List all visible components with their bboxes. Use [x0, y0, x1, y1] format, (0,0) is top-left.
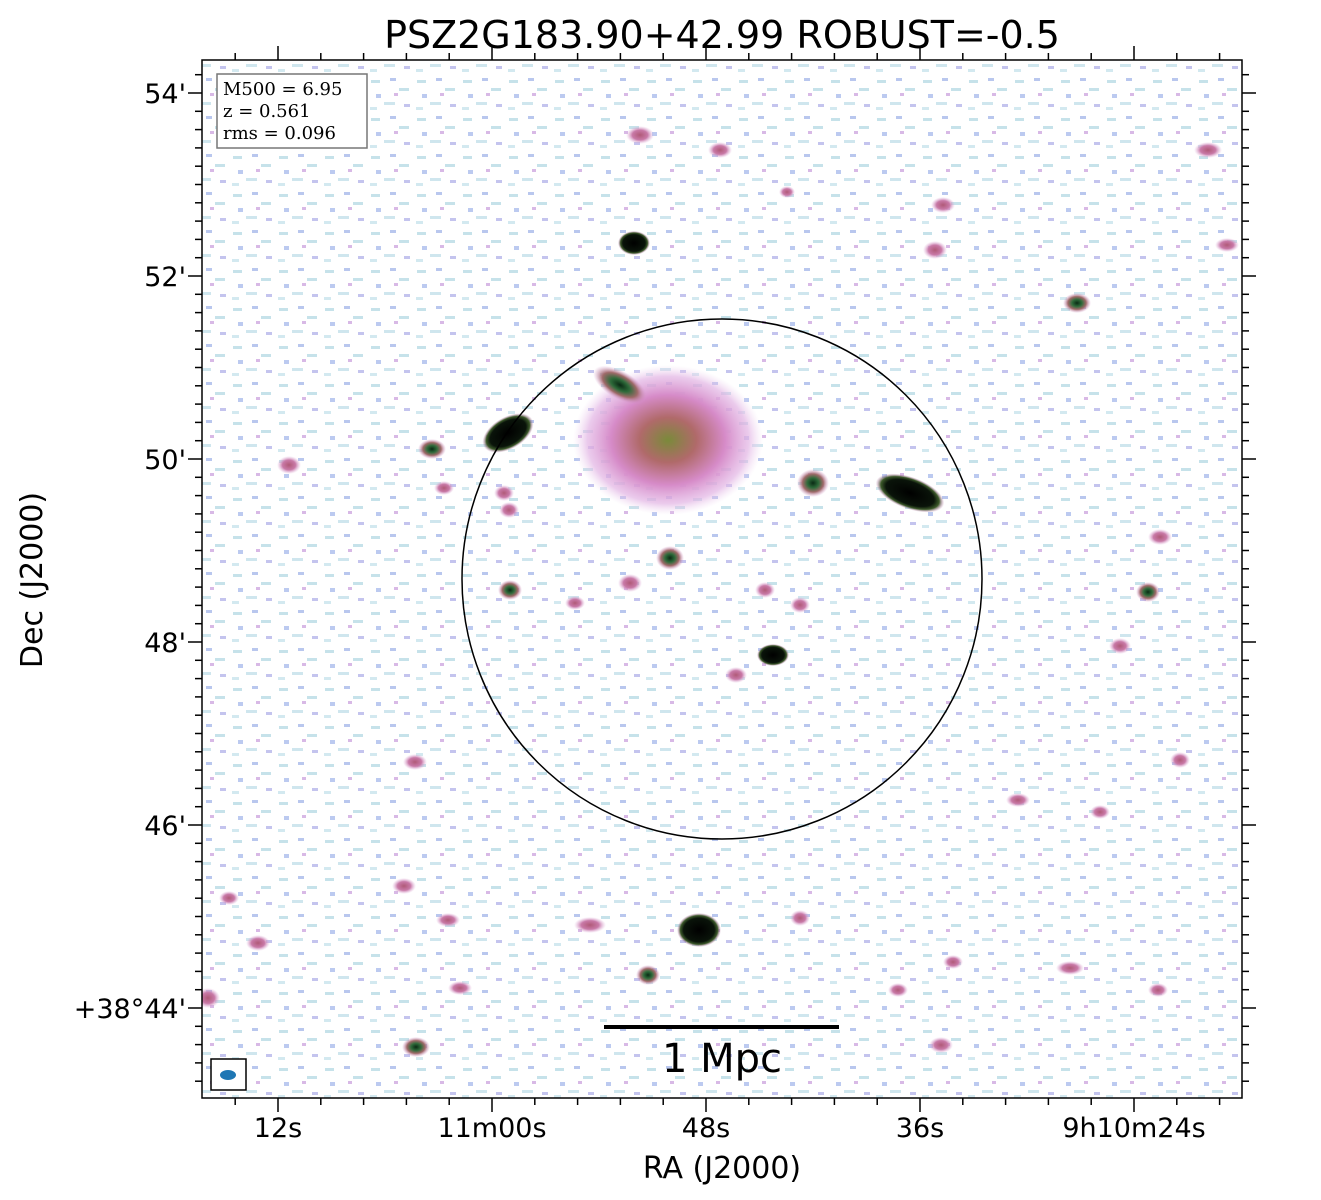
- x-axis-label: RA (J2000): [643, 1151, 801, 1186]
- y-tick-label: 50': [144, 445, 186, 476]
- redshift-text: z = 0.561: [223, 101, 311, 122]
- info-box: M500 = 6.95 z = 0.561 rms = 0.096: [216, 73, 368, 149]
- radio-source: [618, 231, 650, 255]
- radio-image: [202, 60, 1242, 1098]
- y-axis-label: Dec (J2000): [15, 492, 50, 668]
- plot-title: PSZ2G183.90+42.99 ROBUST=-0.5: [384, 13, 1060, 57]
- r500-circle: [461, 318, 983, 840]
- scale-bar: 1 Mpc: [604, 1025, 839, 1082]
- y-tick-label: 48': [144, 628, 186, 659]
- scale-bar-label: 1 Mpc: [662, 1036, 782, 1082]
- radio-source: [482, 413, 534, 453]
- y-tick-label: 54': [144, 79, 186, 110]
- x-tick-label: 36s: [896, 1113, 944, 1144]
- x-tick-label: 9h10m24s: [1062, 1113, 1205, 1144]
- y-tick-label: 46': [144, 811, 186, 842]
- x-tick-label: 48s: [682, 1113, 730, 1144]
- plot-frame: [201, 59, 1243, 1099]
- beam-indicator: [210, 1058, 247, 1091]
- axis-ticks: [188, 46, 1256, 1112]
- x-tick-label: 12s: [254, 1113, 302, 1144]
- radio-source: [757, 644, 789, 666]
- rms-text: rms = 0.096: [223, 123, 336, 144]
- y-tick-label: +38°44': [74, 994, 186, 1025]
- y-tick-label: 52': [144, 262, 186, 293]
- x-tick-label: 11m00s: [437, 1113, 546, 1144]
- beam-ellipse: [220, 1070, 236, 1080]
- diffuse-emission: [573, 365, 763, 515]
- m500-text: M500 = 6.95: [223, 79, 342, 100]
- radio-source: [677, 913, 721, 947]
- radio-source: [875, 473, 945, 513]
